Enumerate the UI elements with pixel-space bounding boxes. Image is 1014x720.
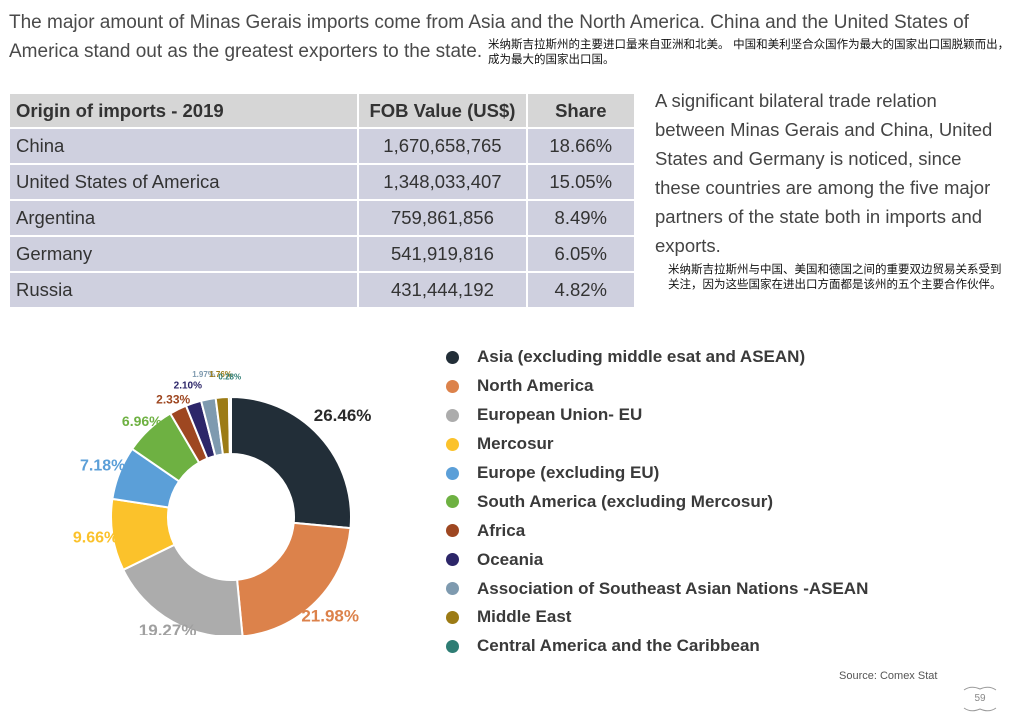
fob-cell: 759,861,856	[357, 201, 526, 235]
page-number: 59	[974, 693, 986, 704]
legend-swatch	[446, 495, 459, 509]
legend-swatch	[446, 350, 459, 364]
share-cell: 4.82%	[525, 273, 634, 307]
origin-cell: United States of America	[10, 165, 358, 199]
share-cell: 8.49%	[525, 201, 634, 235]
legend-swatch	[446, 639, 459, 653]
legend-swatch	[446, 437, 459, 451]
legend-item: North America	[446, 372, 868, 401]
legend-label: North America	[477, 376, 594, 396]
page-heading: The major amount of Minas Gerais imports…	[9, 12, 969, 62]
table-row: Germany 541,919,816 6.05%	[10, 237, 634, 271]
table-header-row: Origin of imports - 2019 FOB Value (US$)…	[10, 94, 634, 127]
share-cell: 6.05%	[525, 237, 634, 271]
fob-cell: 1,670,658,765	[357, 129, 526, 163]
legend-item: Europe (excluding EU)	[446, 459, 868, 488]
donut-slice	[227, 395, 232, 456]
share-cell: 18.66%	[525, 129, 634, 163]
legend-label: European Union- EU	[477, 405, 643, 425]
legend-label: Africa	[477, 520, 526, 540]
donut-slice	[230, 395, 352, 530]
donut-slice	[235, 521, 352, 635]
note-translation: 米纳斯吉拉斯州与中国、美国和德国之间的重要双边贸易关系受到关注，因为这些国家在进…	[668, 262, 1002, 291]
legend-item: Asia (excluding middle esat and ASEAN)	[446, 343, 868, 372]
header-fob-value: FOB Value (US$)	[357, 94, 526, 127]
origin-cell: Argentina	[10, 201, 358, 235]
imports-donut-chart: 26.46% 21.98% 19.27% 9.66% 7.18% 6.96% 2.33%2.…	[73, 370, 372, 635]
legend-swatch	[446, 610, 459, 624]
legend-item: Mercosur	[446, 430, 868, 459]
legend-label: Central America and the Caribbean	[477, 636, 760, 656]
legend-label: South America (excluding Mercosur)	[477, 491, 773, 511]
heading-translation: 米纳斯吉拉斯州的主要进口量来自亚洲和北美。 中国和美利坚合众国作为最大的国家出口…	[488, 37, 1010, 66]
legend-item: Association of Southeast Asian Nations -…	[446, 574, 868, 603]
legend-item: Oceania	[446, 545, 868, 574]
legend-swatch	[446, 408, 459, 422]
legend-swatch	[446, 582, 459, 596]
legend-item: Africa	[446, 516, 868, 545]
chart-legend: Asia (excluding middle esat and ASEAN) No…	[446, 343, 868, 661]
legend-label: Mercosur	[477, 434, 554, 454]
share-cell: 15.05%	[525, 165, 634, 199]
table-row: United States of America 1,348,033,407 1…	[10, 165, 634, 199]
table-row: China 1,670,658,765 18.66%	[10, 129, 634, 163]
table-row: Argentina 759,861,856 8.49%	[10, 201, 634, 235]
slice-value-label: 0.28%	[218, 373, 241, 382]
source-note: Source: Comex Stat	[839, 670, 938, 682]
slice-value-label: 2.33%	[156, 392, 190, 406]
legend-swatch	[446, 379, 459, 393]
slice-value-label: 26.46%	[314, 406, 372, 425]
header-share: Share	[525, 94, 634, 127]
legend-label: Oceania	[477, 549, 544, 569]
origin-cell: Russia	[10, 273, 358, 307]
fob-cell: 431,444,192	[357, 273, 526, 307]
legend-label: Middle East	[477, 607, 572, 627]
slice-value-label: 19.27%	[139, 621, 197, 635]
slice-value-label: 7.18%	[80, 458, 125, 475]
legend-label: Europe (excluding EU)	[477, 463, 660, 482]
legend-swatch	[446, 466, 459, 480]
slice-value-label: 6.96%	[122, 413, 162, 429]
fob-cell: 541,919,816	[357, 237, 526, 271]
fob-cell: 1,348,033,407	[357, 165, 526, 199]
trade-relation-note: A significant bilateral trade relation b…	[655, 90, 993, 256]
slice-value-label: 1.76%	[209, 370, 232, 379]
slice-value-label: 9.66%	[73, 529, 118, 546]
slice-value-label: 1.97%	[192, 370, 215, 379]
legend-label: Association of Southeast Asian Nations -…	[477, 578, 869, 598]
slice-value-label: 21.98%	[301, 606, 359, 625]
legend-label: Asia (excluding middle esat and ASEAN)	[477, 347, 806, 367]
legend-item: European Union- EU	[446, 401, 868, 430]
imports-table: Origin of imports - 2019 FOB Value (US$)…	[10, 92, 634, 309]
legend-item: South America (excluding Mercosur)	[446, 487, 868, 516]
table-row: Russia 431,444,192 4.82%	[10, 273, 634, 307]
origin-cell: China	[10, 129, 358, 163]
legend-item: Central America and the Caribbean	[446, 632, 868, 661]
slice-value-label: 2.10%	[174, 380, 202, 391]
header-origin: Origin of imports - 2019	[10, 94, 358, 127]
ornament-icon	[963, 686, 997, 712]
legend-swatch	[446, 553, 459, 567]
legend-swatch	[446, 524, 459, 538]
legend-item: Middle East	[446, 603, 868, 632]
page-number-badge: 59	[962, 684, 998, 714]
origin-cell: Germany	[10, 237, 358, 271]
